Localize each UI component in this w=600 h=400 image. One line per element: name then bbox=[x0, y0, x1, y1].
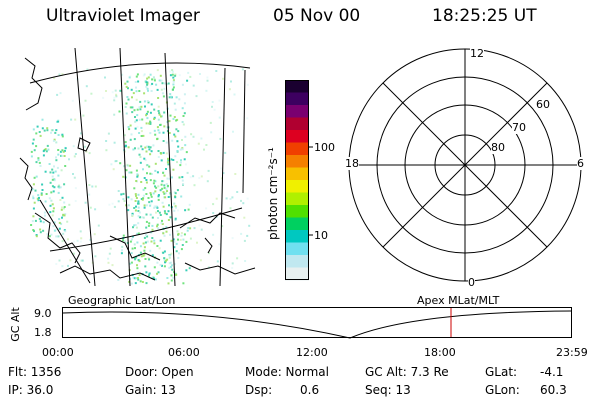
time-label: 18:25:25 UT bbox=[432, 6, 537, 26]
colorbar-swatch bbox=[285, 142, 309, 156]
status-glon-label: GLon: bbox=[485, 383, 520, 397]
timeline-x-tick-1: 06:00 bbox=[168, 346, 200, 359]
status-filter: Flt: 1356 bbox=[8, 365, 62, 379]
timeline-y-label: GC Alt bbox=[8, 307, 22, 342]
status-gc-alt: GC Alt: 7.3 Re bbox=[365, 365, 449, 379]
colorbar-swatch bbox=[285, 117, 309, 131]
colorbar-swatch bbox=[285, 167, 309, 181]
status-mode: Mode: Normal bbox=[245, 365, 329, 379]
polar-label-18: 18 bbox=[345, 157, 359, 170]
polar-lat-70: 70 bbox=[512, 121, 526, 134]
geographic-image-panel bbox=[19, 47, 256, 287]
colorbar-swatch bbox=[285, 180, 309, 193]
status-dsp-label: Dsp: bbox=[245, 383, 273, 397]
date-label: 05 Nov 00 bbox=[273, 6, 361, 26]
polar-lat-80: 80 bbox=[491, 141, 505, 154]
colorbar-swatch bbox=[285, 130, 309, 143]
status-ip: IP: 36.0 bbox=[8, 383, 54, 397]
altitude-timeline bbox=[62, 307, 572, 339]
timeline-x-tick-4: 23:59 bbox=[556, 346, 588, 359]
timeline-y-tick-high: 9.0 bbox=[34, 307, 52, 320]
colorbar-swatch bbox=[285, 255, 309, 268]
colorbar-swatch bbox=[285, 92, 309, 106]
polar-label-6: 6 bbox=[577, 157, 584, 170]
colorbar-swatch bbox=[285, 230, 309, 243]
status-gain: Gain: 13 bbox=[125, 383, 176, 397]
instrument-title: Ultraviolet Imager bbox=[46, 6, 200, 26]
timeline-left-title: Geographic Lat/Lon bbox=[68, 294, 176, 307]
colorbar-unit-label: photon cm⁻²s⁻¹ bbox=[266, 147, 280, 240]
status-seq: Seq: 13 bbox=[365, 383, 411, 397]
status-dsp-value: 0.6 bbox=[300, 383, 320, 397]
timeline-x-tick-2: 12:00 bbox=[296, 346, 328, 359]
status-glat-label: GLat: bbox=[485, 365, 518, 379]
polar-label-0: 0 bbox=[468, 276, 475, 289]
colorbar-swatch bbox=[285, 267, 309, 281]
timeline-x-tick-3: 18:00 bbox=[424, 346, 456, 359]
polar-label-12: 12 bbox=[470, 47, 484, 60]
colorbar bbox=[285, 80, 313, 281]
colorbar-tick-10: 10 bbox=[314, 229, 328, 242]
colorbar-swatch bbox=[285, 205, 309, 218]
polar-lat-60: 60 bbox=[536, 98, 550, 111]
colorbar-swatch bbox=[285, 192, 309, 206]
status-glat-value: -4.1 bbox=[540, 365, 564, 379]
colorbar-swatch bbox=[285, 217, 309, 231]
timeline-y-tick-low: 1.8 bbox=[34, 326, 52, 339]
colorbar-swatch bbox=[285, 105, 309, 118]
status-door: Door: Open bbox=[125, 365, 194, 379]
timeline-x-tick-0: 00:00 bbox=[42, 346, 74, 359]
colorbar-swatch bbox=[285, 155, 309, 168]
colorbar-tick-100: 100 bbox=[314, 141, 335, 154]
geographic-grid bbox=[29, 47, 251, 287]
polar-plot bbox=[348, 48, 582, 282]
status-glon-value: 60.3 bbox=[540, 383, 567, 397]
colorbar-swatch bbox=[285, 242, 309, 256]
colorbar-swatch bbox=[285, 80, 309, 93]
timeline-right-title: Apex MLat/MLT bbox=[417, 294, 500, 307]
aurora-emission-points bbox=[30, 68, 251, 285]
coastline-map bbox=[19, 57, 256, 281]
